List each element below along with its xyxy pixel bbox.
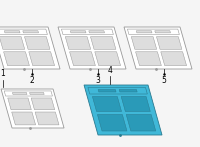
Text: 2: 2 [30, 76, 34, 85]
Polygon shape [0, 27, 60, 69]
Polygon shape [1, 89, 64, 128]
Polygon shape [0, 29, 47, 35]
Polygon shape [161, 52, 187, 66]
Polygon shape [92, 96, 122, 112]
Polygon shape [12, 112, 36, 125]
Polygon shape [58, 27, 126, 69]
Polygon shape [126, 115, 156, 131]
Polygon shape [70, 52, 95, 66]
Polygon shape [131, 37, 157, 49]
Polygon shape [95, 52, 121, 66]
Polygon shape [90, 37, 116, 49]
Polygon shape [12, 92, 27, 95]
Text: 4: 4 [107, 66, 112, 75]
Polygon shape [65, 37, 91, 49]
Polygon shape [30, 92, 44, 95]
Polygon shape [89, 31, 105, 33]
Polygon shape [8, 98, 31, 110]
Polygon shape [155, 31, 170, 33]
Polygon shape [88, 87, 147, 94]
Polygon shape [98, 90, 116, 92]
Text: 1: 1 [1, 69, 5, 78]
Polygon shape [156, 37, 182, 49]
Text: 5: 5 [162, 76, 166, 85]
Polygon shape [84, 85, 162, 135]
Polygon shape [124, 27, 192, 69]
Polygon shape [4, 91, 52, 96]
Polygon shape [35, 112, 59, 125]
Polygon shape [29, 52, 55, 66]
Polygon shape [136, 31, 152, 33]
Text: 3: 3 [96, 76, 100, 85]
Polygon shape [0, 37, 25, 49]
Polygon shape [4, 52, 29, 66]
Polygon shape [70, 31, 86, 33]
Polygon shape [4, 31, 20, 33]
Polygon shape [119, 90, 137, 92]
Polygon shape [97, 115, 127, 131]
Polygon shape [61, 29, 113, 35]
Polygon shape [24, 37, 50, 49]
Polygon shape [136, 52, 161, 66]
Polygon shape [31, 98, 55, 110]
Polygon shape [121, 96, 150, 112]
Polygon shape [127, 29, 179, 35]
Polygon shape [23, 31, 39, 33]
